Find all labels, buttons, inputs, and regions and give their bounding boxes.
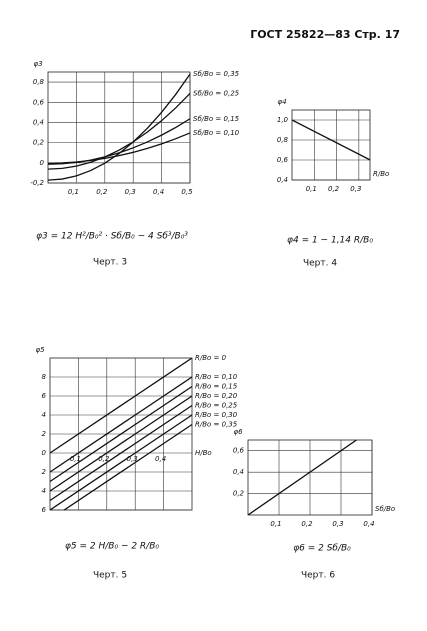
data-line: [50, 385, 192, 483]
x-tick-label: 0,2: [328, 185, 340, 193]
x-tick-label: 0,4: [363, 520, 374, 528]
chart: 0,2 0,4 0,6 0,1 0,2 0,3 0,4 φ6 Sб/Bо φ6 = 2 Sб/B₀…: [233, 428, 395, 581]
caption: Черт. 5: [93, 571, 127, 581]
y-tick-label: -0,2: [30, 179, 44, 187]
y-tick-label: 0,8: [277, 136, 289, 144]
y-tick-label: 0,4: [233, 468, 244, 476]
data-line: [50, 376, 192, 473]
y-tick-label: 0: [40, 159, 45, 167]
formula: φ5 = 2 H/B₀ − 2 R/B₀: [65, 542, 159, 552]
y-tick-label: 0,4: [33, 118, 44, 126]
series-label: R/Bо = 0: [195, 354, 227, 362]
y-tick-label: 0,6: [277, 156, 289, 164]
data-line: [292, 119, 370, 161]
y-tick-label: 4: [42, 411, 46, 419]
y-tick-label: 0,4: [277, 176, 288, 184]
series-label: R/Bо = 0,20: [195, 392, 238, 400]
data-line: [48, 73, 190, 181]
data-line: [50, 395, 192, 492]
x-tick-label: 0,3: [125, 188, 136, 196]
x-tick-label: 0,2: [301, 520, 313, 528]
y-tick-label: 0,2: [233, 490, 245, 498]
data-line: [48, 92, 190, 170]
y-tick-label: 0: [42, 449, 47, 457]
series-label: Sб/Bо = 0,10: [193, 129, 240, 137]
formula: φ6 = 2 Sб/B₀: [293, 544, 351, 554]
caption: Черт. 3: [93, 258, 127, 268]
caption: Черт. 4: [303, 259, 337, 269]
series-label: Sб/Bо = 0,25: [193, 89, 240, 97]
x-axis-label: R/Bо: [373, 170, 389, 178]
x-axis-label: H/Bо: [195, 449, 212, 457]
x-tick-label: 0,1: [306, 185, 317, 193]
series-label: R/Bо = 0,10: [195, 373, 238, 381]
formula: φ3 = 12 H²/B₀² · Sб/B₀ − 4 Sб³/B₀³: [36, 232, 188, 242]
x-tick-label: 0,4: [155, 455, 166, 463]
page-header: ГОСТ 25822—83 Стр. 17: [250, 28, 400, 41]
caption: Черт. 6: [301, 571, 335, 581]
y-tick-label: 6: [42, 392, 47, 400]
y-axis-label: φ3: [33, 60, 42, 68]
x-tick-label: 0,3: [127, 455, 138, 463]
series-label: R/Bо = 0,35: [195, 421, 238, 429]
x-tick-label: 0,2: [96, 188, 108, 196]
y-tick-label: 2: [42, 468, 47, 476]
data-line: [50, 404, 192, 502]
y-axis-label: φ6: [233, 428, 243, 436]
series-label: R/Bо = 0,30: [195, 411, 238, 419]
data-line: [50, 414, 192, 510]
chart: 0,4 0,6 0,8 1,0 0,1 0,2 0,3 φ4 R/Bо φ4 = 1 − 1,14…: [277, 98, 389, 269]
x-tick-label: 0,2: [98, 455, 110, 463]
x-tick-label: 0,5: [181, 188, 193, 196]
x-tick-label: 0,1: [70, 455, 81, 463]
data-line: [48, 132, 190, 164]
x-tick-label: 0,1: [270, 520, 281, 528]
formula: φ4 = 1 − 1,14 R/B₀: [287, 236, 373, 246]
y-tick-label: 2: [42, 430, 47, 438]
y-tick-label: 4: [42, 487, 46, 495]
series-label: R/Bо = 0,15: [195, 383, 238, 391]
chart: -0,2 0 0,2 0,4 0,6 0,8 0,1 0,2 0,3 0,4 0,5 φ3 Sб/Bо …: [30, 60, 239, 268]
y-tick-label: 0,6: [33, 98, 45, 106]
y-tick-label: 8: [42, 373, 47, 381]
y-axis-label: φ4: [277, 98, 286, 106]
series-label: Sб/Bо = 0,15: [193, 115, 240, 123]
series-label: R/Bо = 0,25: [195, 402, 238, 410]
y-axis-label: φ5: [35, 346, 45, 354]
y-tick-label: 6: [42, 506, 47, 514]
x-tick-label: 0,4: [153, 188, 164, 196]
y-tick-label: 0,2: [33, 139, 45, 147]
data-line: [50, 358, 192, 454]
x-tick-label: 0,3: [350, 185, 361, 193]
x-tick-label: 0,1: [68, 188, 79, 196]
x-axis-label: Sб/Bо: [375, 505, 395, 513]
chart: 6 4 2 0 2 4 6 8 0,1 0,2 0,3 0,4 φ5 H/Bо R/Bо = 0 R/Bо =…: [35, 346, 237, 581]
y-tick-label: 0,8: [33, 78, 45, 86]
y-tick-label: 1,0: [277, 116, 289, 124]
x-tick-label: 0,3: [332, 520, 343, 528]
series-label: Sб/Bо = 0,35: [193, 70, 240, 78]
data-line: [63, 423, 192, 510]
y-tick-label: 0,6: [233, 447, 245, 455]
data-line: [248, 440, 357, 515]
